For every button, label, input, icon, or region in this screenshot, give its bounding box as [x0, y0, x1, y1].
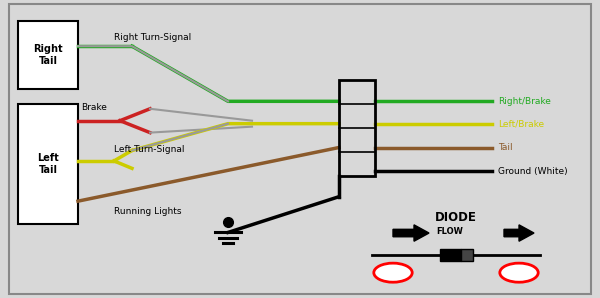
Text: DIODE: DIODE [435, 211, 477, 224]
Text: Left/Brake: Left/Brake [498, 119, 544, 128]
Text: +: + [386, 265, 400, 280]
Text: Left
Tail: Left Tail [37, 153, 59, 175]
FancyArrow shape [504, 225, 534, 241]
Text: FLOW: FLOW [437, 227, 463, 236]
Circle shape [500, 263, 538, 282]
Text: Running Lights: Running Lights [114, 207, 182, 216]
Bar [18, 21, 78, 89]
Text: Right/Brake: Right/Brake [498, 97, 551, 106]
Bar [439, 249, 461, 261]
Text: Tail: Tail [498, 143, 512, 152]
Bar [18, 104, 78, 224]
Text: Ground (White): Ground (White) [498, 167, 568, 176]
Circle shape [374, 263, 412, 282]
Text: −: − [512, 265, 526, 280]
FancyArrow shape [393, 225, 429, 241]
Text: Right Turn-Signal: Right Turn-Signal [114, 33, 191, 42]
Text: Brake: Brake [81, 103, 107, 112]
Bar [461, 249, 473, 261]
Bar [339, 80, 375, 176]
Text: Right
Tail: Right Tail [33, 44, 63, 66]
Text: Left Turn-Signal: Left Turn-Signal [114, 145, 185, 153]
